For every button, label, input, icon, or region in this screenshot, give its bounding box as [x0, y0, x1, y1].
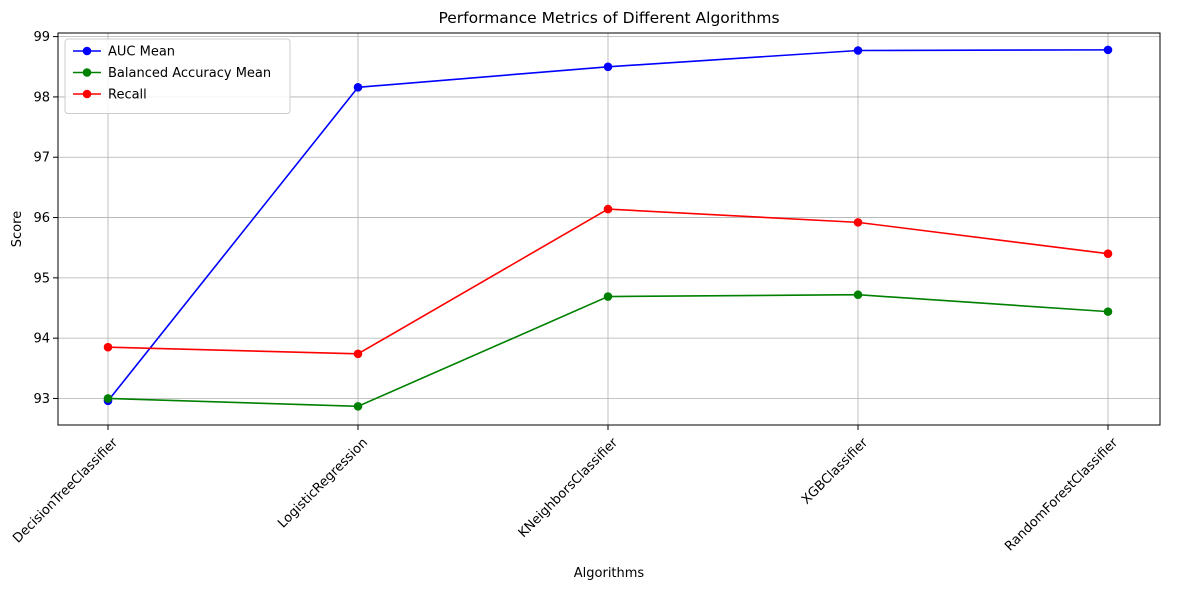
data-point [1103, 45, 1113, 55]
y-tick-label: 93 [33, 392, 50, 407]
legend-swatch-marker [82, 68, 92, 77]
x-axis-label: Algorithms [574, 566, 645, 581]
data-point [853, 46, 863, 55]
series-layer [103, 45, 1113, 411]
data-point [853, 290, 863, 300]
x-tick-label: KNeighborsClassifier [516, 435, 622, 541]
data-point [1103, 307, 1113, 316]
legend-swatch-marker [82, 89, 92, 99]
data-point [1103, 249, 1113, 259]
y-tick-label: 94 [33, 332, 50, 347]
data-point [103, 394, 113, 403]
series-recall [103, 204, 1113, 359]
y-tick-label: 99 [33, 30, 50, 45]
legend-item: Balanced Accuracy Mean [73, 66, 271, 81]
x-tick-label: RandomForestClassifier [1002, 435, 1121, 554]
legend-item: Recall [73, 88, 147, 103]
y-axis-label: Score [10, 211, 25, 247]
y-tick-label: 97 [33, 151, 50, 166]
legend: AUC Mean Balanced Accuracy Mean Recall [64, 38, 291, 114]
legend-box [64, 38, 291, 114]
data-point [603, 204, 613, 214]
y-tick-label: 98 [33, 90, 50, 105]
data-point [603, 62, 613, 72]
x-tick-label: LogisticRegression [275, 435, 371, 531]
series-balanced-accuracy-mean [103, 290, 1113, 411]
data-point [353, 349, 363, 359]
y-tick-label: 95 [33, 271, 50, 286]
legend-item: AUC Mean [73, 45, 175, 60]
legend-label: Balanced Accuracy Mean [108, 66, 271, 81]
data-point [603, 292, 613, 301]
plot-frame [57, 32, 1161, 426]
chart-title: Performance Metrics of Different Algorit… [438, 9, 779, 27]
legend-swatch-marker [82, 46, 92, 56]
legend-label: AUC Mean [108, 45, 175, 60]
data-point [353, 82, 363, 92]
y-tick-label: 96 [33, 211, 50, 226]
data-point [353, 402, 363, 411]
legend-label: Recall [108, 88, 147, 103]
data-point [103, 342, 113, 352]
x-tick-label: XGBClassifier [799, 435, 872, 508]
data-point [853, 218, 863, 227]
x-tick-label: DecisionTreeClassifier [10, 435, 121, 546]
